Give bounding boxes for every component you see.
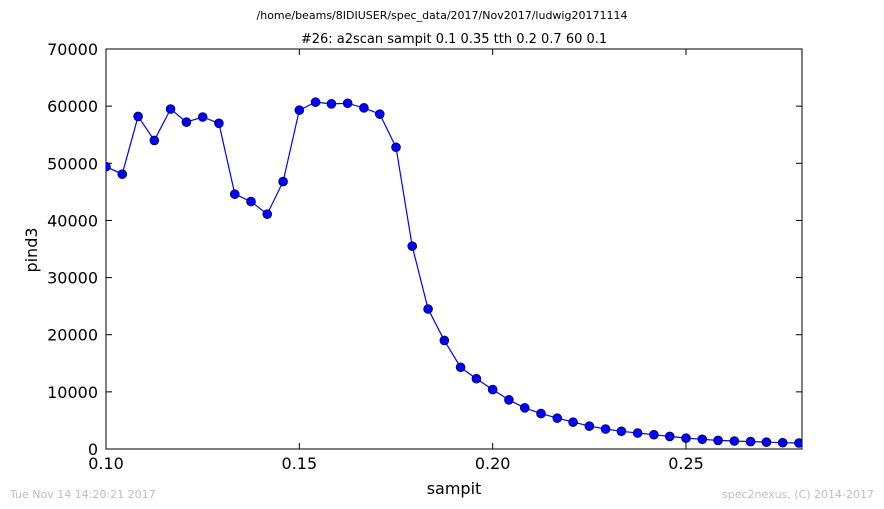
data-point (794, 438, 802, 448)
data-point (374, 109, 385, 119)
data-point (616, 426, 627, 437)
y-tick-label: 0 (88, 440, 98, 459)
y-tick-label: 40000 (47, 211, 98, 230)
footer-credit: spec2nexus, (C) 2014-2017 (722, 488, 874, 501)
data-point (536, 408, 546, 419)
data-point (681, 433, 691, 443)
data-point (342, 98, 353, 109)
y-tick-label: 50000 (47, 154, 98, 173)
y-tick-label: 60000 (47, 97, 98, 116)
x-tick-label: 0.15 (282, 454, 318, 473)
data-point (745, 436, 756, 447)
data-point (294, 105, 305, 115)
data-point (106, 161, 111, 172)
data-point (439, 335, 450, 346)
data-point (471, 373, 482, 384)
data-point (423, 304, 433, 314)
data-point (117, 169, 128, 179)
data-series (106, 97, 802, 448)
data-point (310, 97, 321, 107)
data-point (262, 209, 273, 219)
data-point (246, 196, 256, 207)
data-point (326, 99, 337, 109)
data-point (777, 437, 788, 448)
data-point (391, 142, 401, 153)
y-axis-label: pind3 (22, 227, 41, 272)
data-point (278, 176, 288, 187)
data-point (359, 103, 369, 113)
data-point (584, 421, 595, 431)
data-point (600, 424, 611, 434)
chart-suptitle: /home/beams/8IDIUSER/spec_data/2017/Nov2… (257, 9, 628, 22)
x-axis-label: sampit (427, 479, 482, 498)
data-point (761, 437, 772, 447)
data-point (165, 104, 176, 114)
data-point (664, 431, 675, 442)
data-point (649, 429, 659, 440)
chart-title: #26: a2scan sampit 0.1 0.35 tth 0.2 0.7 … (301, 32, 607, 47)
data-point (568, 417, 578, 427)
data-point (504, 395, 514, 405)
data-point (214, 118, 224, 129)
data-point (133, 111, 143, 122)
data-point (552, 413, 563, 423)
data-point (197, 112, 208, 122)
x-tick-label: 0.10 (88, 454, 124, 473)
data-point (229, 189, 240, 199)
x-tick-label: 0.20 (475, 454, 511, 473)
data-point (149, 135, 160, 146)
plot-area (105, 48, 803, 450)
data-point (632, 428, 643, 438)
footer-timestamp: Tue Nov 14 14:20:21 2017 (9, 488, 156, 501)
data-point (407, 241, 418, 251)
data-point (713, 435, 723, 446)
x-tick-label: 0.25 (668, 454, 704, 473)
y-tick-label: 70000 (47, 40, 98, 59)
data-point (697, 434, 708, 445)
data-point (455, 362, 466, 373)
data-point (519, 403, 530, 413)
axis-ticks: 0.10 0.15 0.20 0.25 0 10000 20000 30000 40000 500… (47, 40, 802, 473)
y-tick-label: 20000 (47, 326, 98, 345)
y-tick-label: 30000 (47, 269, 98, 288)
data-point (181, 117, 192, 127)
data-point (729, 436, 740, 446)
data-point (487, 384, 498, 395)
y-tick-label: 10000 (47, 383, 98, 402)
